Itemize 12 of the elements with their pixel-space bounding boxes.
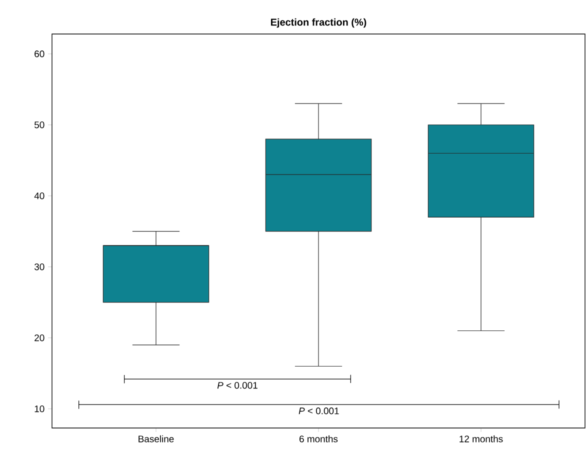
chart-title: Ejection fraction (%): [271, 18, 366, 28]
y-tick-label: 20: [34, 334, 44, 342]
y-tick-label: 30: [34, 264, 44, 270]
y-tick-label: 40: [34, 192, 44, 200]
annotation: P < 0.001: [217, 382, 258, 389]
y-tick-label: 10: [34, 405, 44, 412]
x-tick-label: 12 months: [460, 435, 503, 442]
x-tick-label: Baseline: [138, 435, 174, 442]
x-tick-label: 6 months: [300, 435, 338, 442]
annotation: P < 0.001: [298, 408, 339, 414]
y-tick-label: 50: [34, 122, 44, 128]
y-tick-label: 60: [34, 50, 44, 58]
